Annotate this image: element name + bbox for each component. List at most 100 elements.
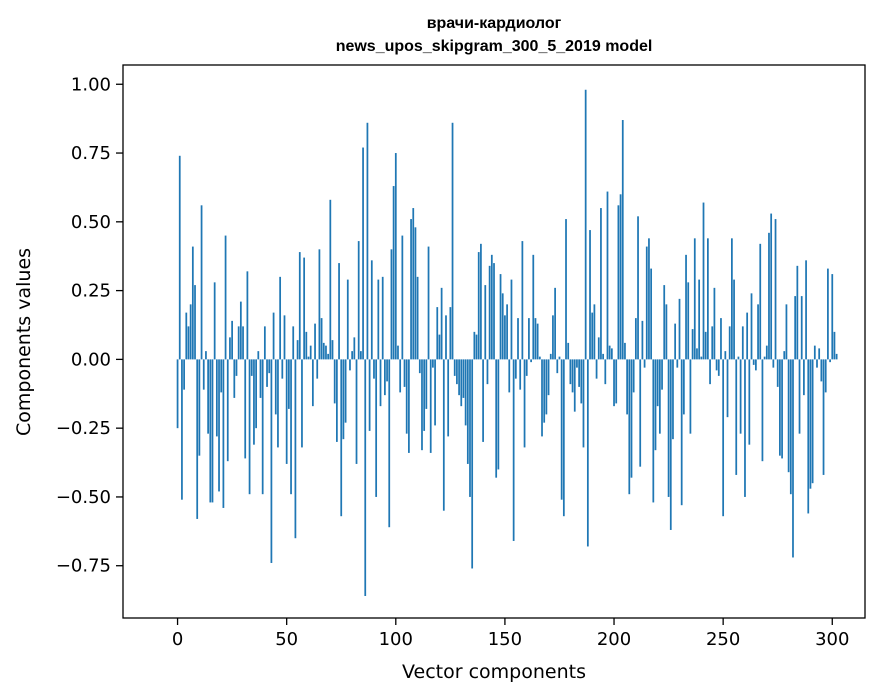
bar xyxy=(731,238,733,360)
bar xyxy=(634,318,637,360)
bar xyxy=(519,359,522,390)
bar xyxy=(392,186,395,360)
bar xyxy=(362,147,364,360)
bar xyxy=(717,359,720,376)
bar xyxy=(739,359,742,434)
x-tick-label: 50 xyxy=(275,629,298,650)
bar xyxy=(565,219,567,360)
bar xyxy=(696,348,698,360)
bar xyxy=(248,359,251,495)
x-axis-ticks: 0 50 100 150 200 250 300 xyxy=(172,618,849,650)
bar xyxy=(737,356,740,360)
bar xyxy=(763,356,766,360)
bar xyxy=(366,122,369,360)
bar xyxy=(576,359,578,368)
bar xyxy=(447,359,450,437)
bar xyxy=(722,359,725,517)
bar xyxy=(244,359,247,459)
bar xyxy=(805,260,807,360)
bar xyxy=(250,359,253,376)
bar xyxy=(523,359,526,448)
bar xyxy=(528,318,530,360)
bar xyxy=(715,359,718,371)
bar xyxy=(331,340,334,360)
bar xyxy=(818,348,821,360)
bar xyxy=(466,359,469,464)
bar xyxy=(800,296,803,360)
bar xyxy=(667,359,670,497)
bar xyxy=(416,276,419,360)
bar xyxy=(506,304,508,360)
bar xyxy=(429,359,432,453)
bar xyxy=(571,359,574,393)
bar xyxy=(205,351,207,360)
bar xyxy=(181,359,183,500)
bar xyxy=(512,359,515,541)
x-tick-label: 150 xyxy=(488,629,522,650)
bar xyxy=(309,345,312,360)
bar xyxy=(578,359,580,387)
bar xyxy=(322,342,325,360)
bar xyxy=(329,199,332,360)
bar xyxy=(451,122,454,360)
y-tick-label: −0.75 xyxy=(56,556,111,577)
bar xyxy=(820,359,823,382)
bar xyxy=(560,359,563,500)
bar xyxy=(484,285,487,360)
bar xyxy=(346,279,349,360)
bar xyxy=(360,351,362,360)
bar xyxy=(569,359,572,385)
bar xyxy=(582,359,585,448)
bar xyxy=(281,359,284,379)
bar xyxy=(290,359,292,495)
chart-subtitle: news_upos_skipgram_300_5_2019 model xyxy=(336,38,653,55)
bar xyxy=(301,359,303,448)
bar xyxy=(303,257,306,360)
bar xyxy=(789,359,792,495)
bar xyxy=(676,359,679,368)
bar xyxy=(525,359,528,376)
bar xyxy=(296,340,299,360)
bar xyxy=(403,359,406,387)
bar xyxy=(704,331,707,360)
bar xyxy=(218,359,220,492)
bar xyxy=(610,348,613,360)
bar xyxy=(442,359,445,511)
bar xyxy=(532,254,535,360)
bar xyxy=(445,315,447,360)
bar xyxy=(654,359,657,451)
bar xyxy=(765,345,768,360)
bar xyxy=(770,213,773,360)
bar xyxy=(536,323,539,360)
bar xyxy=(421,359,423,451)
bar xyxy=(349,359,351,371)
y-axis-label: Components values xyxy=(13,248,35,436)
bar xyxy=(233,359,236,398)
bar xyxy=(501,293,504,360)
bar xyxy=(776,359,779,387)
bar xyxy=(554,287,556,360)
bar xyxy=(187,326,190,360)
bar xyxy=(606,191,609,360)
bar xyxy=(344,359,347,423)
bar xyxy=(209,359,212,503)
bar xyxy=(711,326,714,360)
bar xyxy=(405,359,408,434)
bar xyxy=(357,241,360,360)
bar xyxy=(824,359,827,393)
bar xyxy=(796,265,799,360)
bar xyxy=(255,359,257,429)
bar xyxy=(272,312,275,360)
bar xyxy=(338,263,340,360)
bar xyxy=(665,304,668,360)
chart-title: врачи-кардиолог xyxy=(427,15,562,32)
bar xyxy=(480,243,482,360)
bar xyxy=(626,359,628,415)
bar xyxy=(798,359,801,434)
bar xyxy=(619,194,622,360)
bar xyxy=(661,359,663,390)
bar xyxy=(198,359,201,456)
bar xyxy=(833,331,836,360)
bar xyxy=(482,359,484,442)
bar xyxy=(746,312,749,360)
